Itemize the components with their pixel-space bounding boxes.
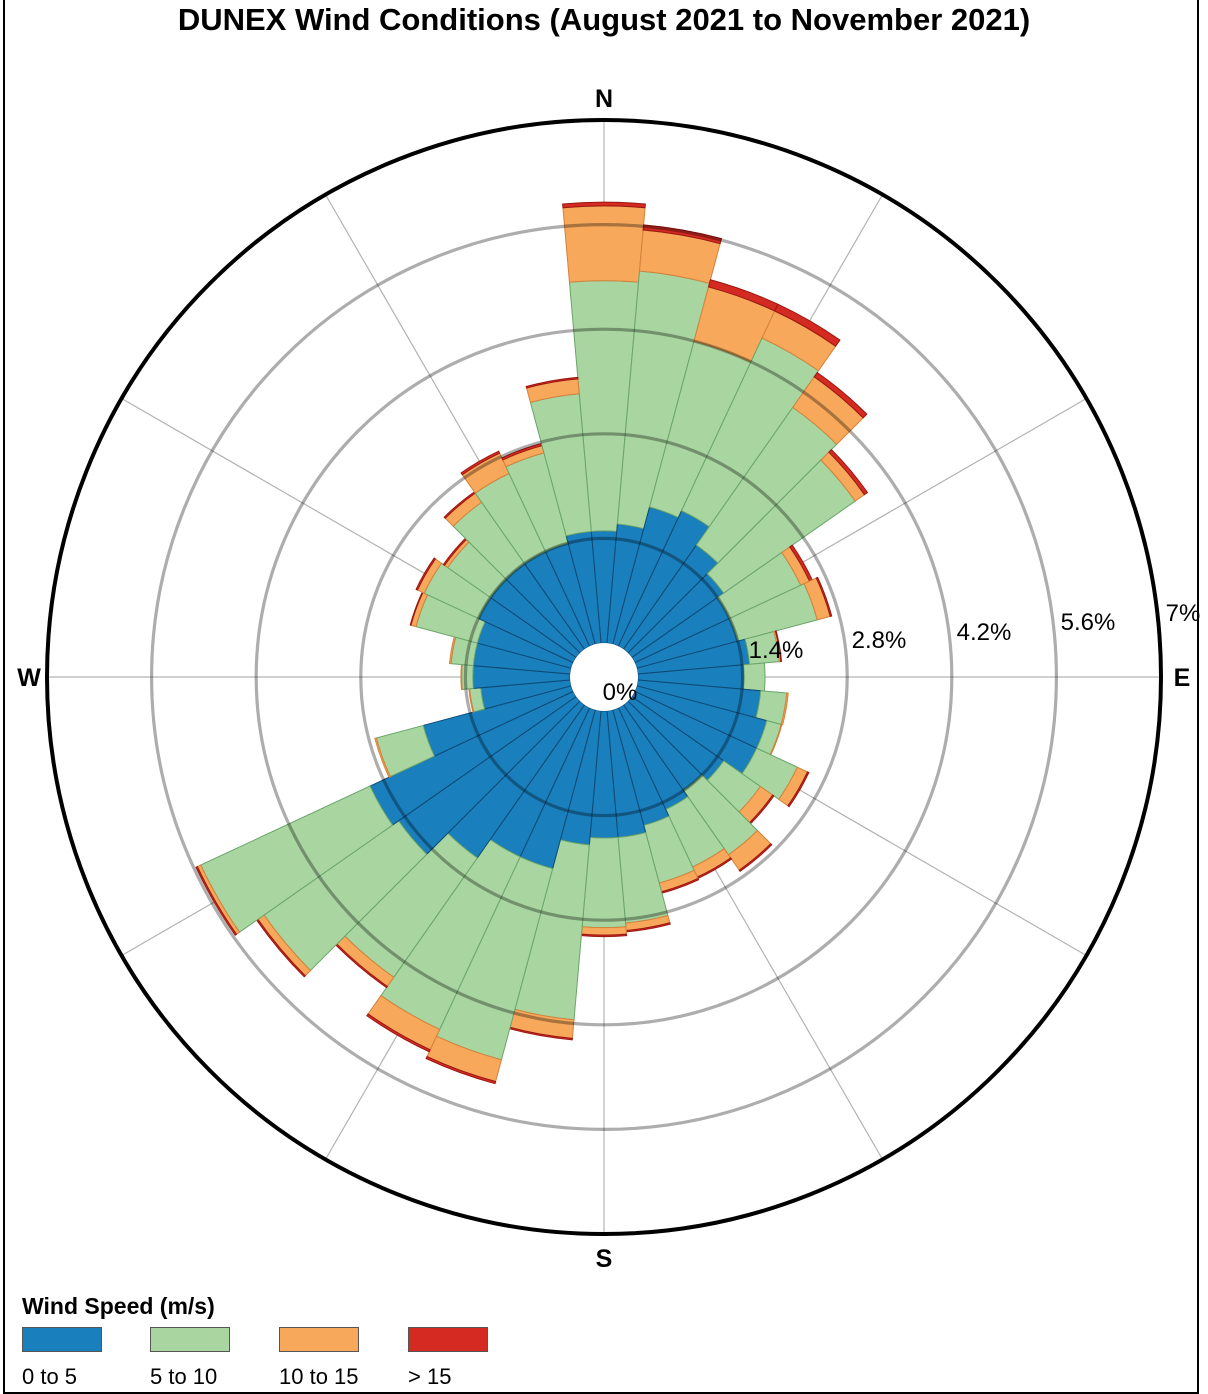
center-hole [570,643,638,711]
legend-label-gt-15: > 15 [408,1364,452,1389]
petal-250-bin-2 [374,737,392,778]
petal-270-bin-1 [461,664,474,690]
petal-330-bin-3 [460,450,501,476]
legend-item-10-to-15: 10 to 15 [279,1327,379,1390]
petal-120-bin-3 [787,771,810,808]
radial-tick-label: 0% [603,679,638,706]
direction-label-e: E [1174,664,1191,692]
petal-30-bin-3 [774,303,841,347]
legend-label-5-to-10: 5 to 10 [150,1364,218,1389]
petal-90-bin-1 [743,662,766,692]
direction-label-n: N [595,85,613,113]
petal-100-bin-2 [780,692,789,726]
legend-swatch-0-to-5 [22,1327,102,1352]
petal-10-bin-3 [642,224,723,245]
legend: Wind Speed (m/s) 0 to 5 5 to 10 10 to 15… [22,1293,582,1390]
legend-swatch-gt-15 [408,1327,488,1352]
petal-180-bin-2 [580,926,628,936]
grid-circle [359,432,849,922]
chart-title: DUNEX Wind Conditions (August 2021 to No… [177,2,1031,37]
radial-tick-label: 2.8% [852,627,907,654]
legend-item-0-to-5: 0 to 5 [22,1327,122,1390]
petal-240-bin-3 [195,865,238,936]
petal-200-bin-3 [425,1055,497,1085]
petal-0-bin-3 [562,201,646,209]
radial-tick-label: 5.6% [1061,609,1116,636]
legend-title: Wind Speed (m/s) [22,1293,215,1319]
legend-label-0-to-5: 0 to 5 [22,1364,78,1389]
radial-tick-label: 1.4% [749,637,804,664]
outer-circle [45,118,1163,1236]
grid-circle [463,536,745,818]
petal-70-bin-3 [815,576,833,617]
legend-swatch-5-to-10 [150,1327,230,1352]
petal-270-bin-2 [460,663,463,691]
petal-140-bin-3 [738,842,773,873]
radial-tick-label: 7% [1166,600,1201,627]
petal-0-bin-2 [562,205,646,283]
petal-50-bin-3 [828,448,869,496]
direction-label-s: S [596,1245,613,1273]
legend-swatch-10-to-15 [279,1327,359,1352]
legend-item-gt-15: > 15 [408,1327,508,1390]
legend-item-5-to-10: 5 to 10 [150,1327,250,1390]
petal-80-bin-3 [774,630,783,663]
grid-circle [254,327,954,1027]
petal-300-bin-3 [415,557,437,591]
petal-350-bin-3 [525,376,579,389]
radial-tick-label: 4.2% [957,619,1012,646]
petal-210-bin-3 [366,1013,431,1053]
legend-label-10-to-15: 10 to 15 [279,1364,359,1389]
direction-label-w: W [17,664,41,692]
petal-40-bin-3 [813,371,868,419]
grid-circle [150,223,1058,1131]
